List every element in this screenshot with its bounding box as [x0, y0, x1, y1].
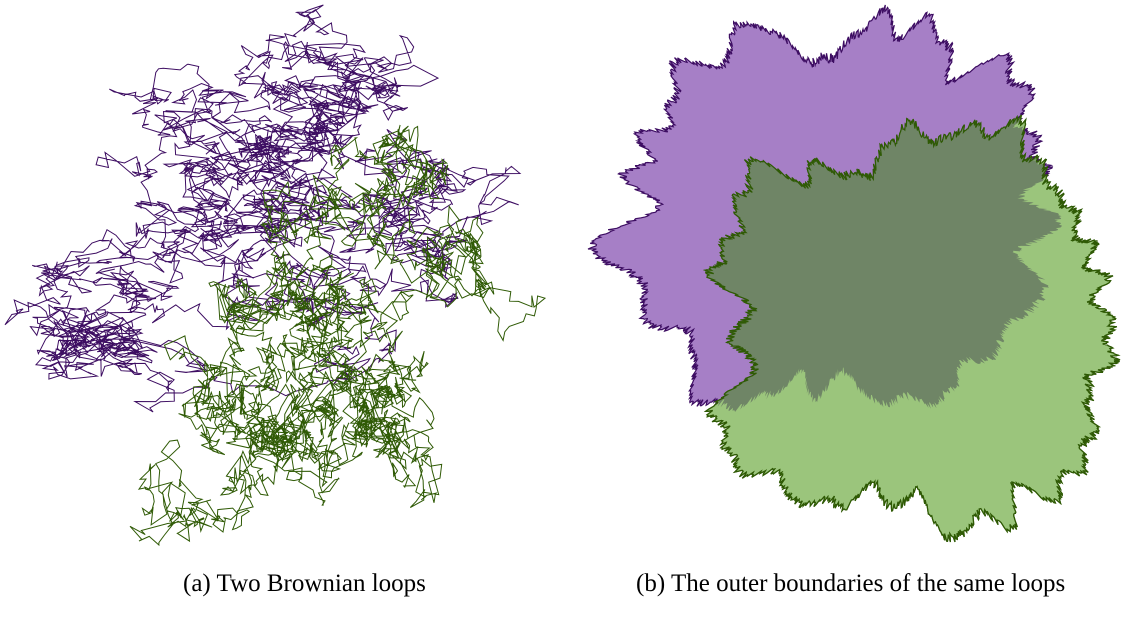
purple-loop	[4, 4, 522, 413]
green-outline	[702, 114, 1121, 543]
figure	[4, 4, 1121, 547]
caption-b: (b) The outer boundaries of the same loo…	[636, 570, 1066, 597]
green-loop	[129, 124, 547, 547]
caption-a: (a) Two Brownian loops	[183, 570, 426, 597]
